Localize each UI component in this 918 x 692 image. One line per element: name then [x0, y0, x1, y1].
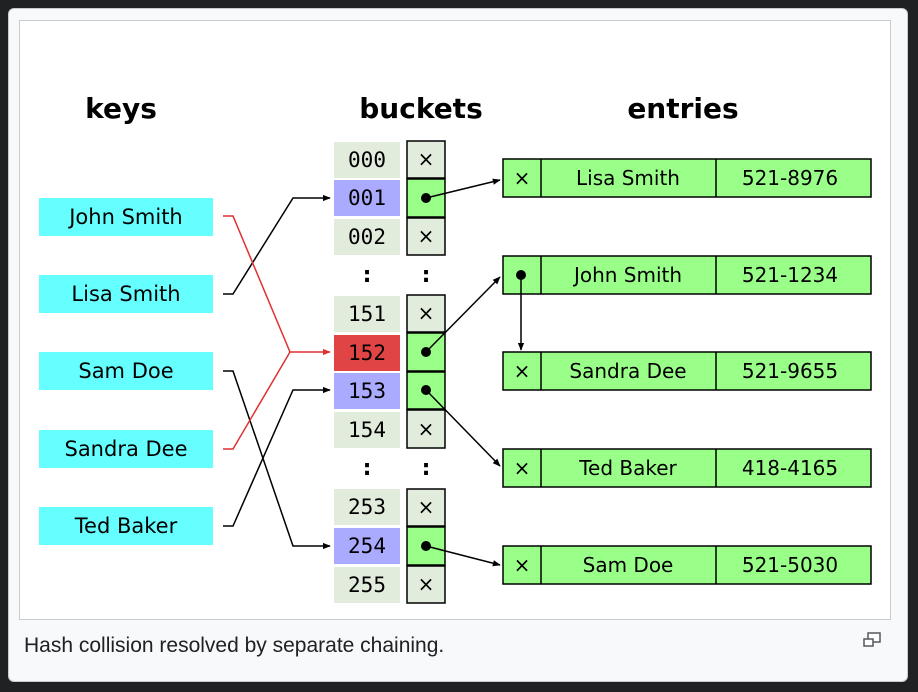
- null-pointer-icon: ×: [418, 224, 435, 248]
- bucket-index: 002: [348, 225, 386, 249]
- key-box: [39, 352, 213, 390]
- entry-name: Lisa Smith: [576, 166, 680, 190]
- ellipsis: :: [422, 456, 431, 481]
- null-pointer-icon: ×: [514, 166, 531, 190]
- pointer-arrow: [425, 545, 501, 567]
- key-label: Sandra Dee: [64, 437, 187, 461]
- key-box: [39, 275, 213, 313]
- figure-caption: Hash collision resolved by separate chai…: [24, 634, 445, 657]
- entry-record: [502, 545, 872, 585]
- key-label: Sam Doe: [78, 359, 173, 383]
- bucket-index-box: [334, 567, 400, 603]
- bucket-index: 153: [348, 379, 386, 403]
- bucket-index-box: [334, 180, 400, 216]
- key-label: Lisa Smith: [71, 282, 180, 306]
- pointer-cell: [406, 565, 446, 604]
- key-box: [39, 507, 213, 545]
- key-label: John Smith: [67, 205, 183, 229]
- bucket-index-box: [334, 335, 400, 371]
- bucket-index: 001: [348, 186, 386, 210]
- entry-phone: 418-4165: [742, 456, 838, 480]
- entry-record: [502, 351, 872, 391]
- entry-record: [502, 158, 872, 198]
- null-pointer-icon: ×: [418, 495, 435, 519]
- bucket-index-box: [334, 412, 400, 448]
- entry-name: Sandra Dee: [569, 359, 686, 383]
- bucket-index-box: [334, 373, 400, 409]
- entry-phone: 521-1234: [742, 263, 838, 287]
- null-pointer-icon: ×: [418, 147, 435, 171]
- bucket-index: 154: [348, 418, 386, 442]
- bucket-index-box: [334, 489, 400, 525]
- bucket-index: 151: [348, 302, 386, 326]
- key-box: [39, 198, 213, 236]
- bucket-index: 152: [348, 341, 386, 365]
- bucket-index: 255: [348, 573, 386, 597]
- entry-phone: 521-9655: [742, 359, 838, 383]
- bucket-index: 254: [348, 534, 386, 558]
- header-keys: keys: [85, 92, 157, 125]
- pointer-arrow: [425, 276, 501, 353]
- pointer-dot: [421, 541, 431, 551]
- ellipsis: :: [422, 263, 431, 288]
- collision-arrow-john-smith: [223, 215, 331, 356]
- entry-record: [502, 255, 872, 295]
- pointer-dot: [421, 385, 431, 395]
- bucket-index: 000: [348, 148, 386, 172]
- header-buckets: buckets: [359, 92, 482, 125]
- pointer-dot: [421, 347, 431, 357]
- bucket-index-box: [334, 219, 400, 255]
- bucket-index-box: [334, 142, 400, 178]
- bucket-index-box: [334, 528, 400, 564]
- null-pointer-icon: ×: [514, 553, 531, 577]
- bucket-index-box: [334, 296, 400, 332]
- entry-name: Ted Baker: [578, 456, 677, 480]
- null-pointer-icon: ×: [418, 417, 435, 441]
- key-box: [39, 430, 213, 468]
- pointer-cell: [406, 488, 446, 527]
- pointer-cell: [406, 294, 446, 333]
- bucket-index: 253: [348, 495, 386, 519]
- null-pointer-icon: ×: [418, 301, 435, 325]
- null-pointer-icon: ×: [514, 359, 531, 383]
- hash-arrow-ted-baker: [223, 386, 331, 527]
- ellipsis: :: [363, 263, 372, 288]
- enlarge-icon[interactable]: [862, 632, 882, 650]
- pointer-dot: [421, 193, 431, 203]
- entry-phone: 521-8976: [742, 166, 838, 190]
- entry-record: [502, 448, 872, 488]
- collision-arrow-sandra-dee: [223, 351, 291, 450]
- null-pointer-icon: ×: [514, 456, 531, 480]
- hash-arrow-sam-doe: [223, 370, 331, 550]
- header-entries: entries: [627, 92, 738, 125]
- pointer-cell: [406, 217, 446, 256]
- entry-phone: 521-5030: [742, 553, 838, 577]
- hash-arrow-lisa-smith: [223, 194, 331, 295]
- pointer-cell: [406, 140, 446, 179]
- entry-name: John Smith: [572, 263, 682, 287]
- entry-name: Sam Doe: [583, 553, 674, 577]
- ellipsis: :: [363, 456, 372, 481]
- key-label: Ted Baker: [74, 514, 178, 538]
- pointer-dot: [516, 270, 526, 280]
- pointer-cell: [406, 409, 446, 449]
- pointer-arrow: [425, 178, 501, 199]
- pointer-arrow: [425, 389, 501, 467]
- null-pointer-icon: ×: [418, 572, 435, 596]
